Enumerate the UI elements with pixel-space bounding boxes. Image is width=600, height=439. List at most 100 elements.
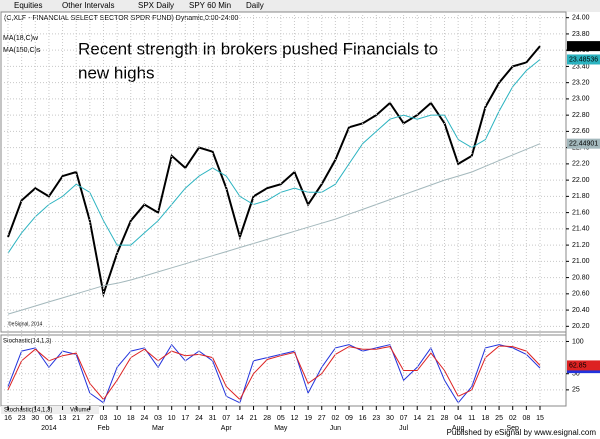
x-tick-label: 10 <box>168 415 176 422</box>
x-month-label: Feb <box>97 425 109 432</box>
x-tick-label: 27 <box>86 415 94 422</box>
x-tick-label: 11 <box>468 415 475 422</box>
y-tick-label: 50 <box>572 371 580 378</box>
series-line <box>7 45 541 298</box>
watermark: ©eSignal, 2014 <box>8 320 42 327</box>
stoch-panel <box>0 334 567 407</box>
last-value-label: 22.44901 <box>569 140 598 147</box>
annotation: Recent strength in brokers pushed Financ… <box>78 39 438 58</box>
series-line <box>7 343 541 404</box>
x-month-label: Jul <box>399 425 408 432</box>
toolbar-tabs: Equities Other Intervals SPX Daily SPY 6… <box>14 1 264 10</box>
x-tick-label: 28 <box>441 415 449 422</box>
x-month-label: Aug <box>452 425 465 432</box>
y-tick-label: 23.00 <box>572 96 590 103</box>
x-month-label: 2014 <box>41 425 57 432</box>
price-panel <box>0 11 567 333</box>
y-tick-label: 23.80 <box>572 31 590 38</box>
y-tick-label: 25 <box>572 387 580 394</box>
x-tick-label: 14 <box>236 415 244 422</box>
toolbar-tab[interactable]: SPX Daily <box>138 1 174 10</box>
x-tick-label: 07 <box>222 415 230 422</box>
y-tick-label: 100 <box>572 338 584 345</box>
x-month-label: Apr <box>221 425 233 432</box>
x-tick-label: 28 <box>263 415 271 422</box>
y-tick-label: 22.80 <box>572 112 590 119</box>
last-value-box <box>567 138 600 149</box>
x-tick-label: 18 <box>482 415 490 422</box>
toolbar-tab[interactable]: SPY 60 Min <box>189 1 231 10</box>
y-tick-label: 22.60 <box>572 128 590 135</box>
last-value-label: 23.48536 <box>569 56 598 63</box>
last-value-label: 62.85 <box>569 362 587 369</box>
x-tick-label: 12 <box>291 415 299 422</box>
x-tick-label: 04 <box>454 415 462 422</box>
x-tick-label: 03 <box>100 415 108 422</box>
toolbar-tab[interactable]: Daily <box>246 1 264 10</box>
x-tick-label: 02 <box>331 415 339 422</box>
bottom-tabs <box>1 406 99 414</box>
last-value-label: 23.65 <box>569 43 587 50</box>
x-tick-label: 02 <box>509 415 517 422</box>
bottom-tab[interactable]: Volume <box>70 408 91 414</box>
x-tick-label: 16 <box>4 415 12 422</box>
x-tick-label: 06 <box>45 415 53 422</box>
legend-entry: MA(150,C)s <box>3 47 41 54</box>
y-tick-label: 21.20 <box>572 242 590 249</box>
x-tick-label: 24 <box>195 415 203 422</box>
x-tick-label: 21 <box>72 415 80 422</box>
y-tick-label: 22.20 <box>572 161 590 168</box>
y-tick-label: 22.00 <box>572 177 590 184</box>
x-month-label: Jun <box>330 425 341 432</box>
x-tick-label: 07 <box>400 415 408 422</box>
x-tick-label: 30 <box>386 415 394 422</box>
x-tick-label: 03 <box>154 415 162 422</box>
last-value-box <box>567 41 600 52</box>
toolbar-tab[interactable]: Equities <box>14 1 42 10</box>
x-tick-label: 24 <box>141 415 149 422</box>
footer: Published by eSignal by www.esignal.com <box>447 428 597 437</box>
x-tick-label: 21 <box>427 415 435 422</box>
last-value-box <box>567 360 600 371</box>
y-tick-label: 21.00 <box>572 258 590 265</box>
toolbar-tab[interactable]: Other Intervals <box>62 1 114 10</box>
y-tick-label: 23.20 <box>572 80 590 87</box>
legend-entry: MA(18,C)w <box>3 35 39 42</box>
x-month-label: May <box>274 425 288 432</box>
x-month-label: Mar <box>152 425 165 432</box>
y-tick-label: 20.80 <box>572 274 590 281</box>
x-tick-label: 05 <box>277 415 285 422</box>
x-tick-label: 21 <box>250 415 258 422</box>
x-tick-label: 30 <box>31 415 39 422</box>
y-tick-label: 20.60 <box>572 291 590 298</box>
x-tick-label: 31 <box>209 415 217 422</box>
chart-header: (C,XLF - FINANCIAL SELECT SECTOR SPDR FU… <box>4 15 239 22</box>
y-tick-label: 21.80 <box>572 193 590 200</box>
bottom-tab[interactable]: Stochastic(14,1,3) <box>4 408 52 414</box>
y-tick-label: 21.40 <box>572 226 590 233</box>
y-tick-label: 20.20 <box>572 323 590 330</box>
x-tick-label: 23 <box>372 415 380 422</box>
x-tick-label: 13 <box>59 415 67 422</box>
series-line <box>7 59 541 254</box>
x-tick-label: 23 <box>18 415 26 422</box>
x-tick-label: 09 <box>345 415 353 422</box>
x-tick-label: 14 <box>413 415 421 422</box>
x-tick-label: 18 <box>127 415 135 422</box>
series-line <box>7 345 541 401</box>
y-tick-label: 24.00 <box>572 15 590 22</box>
x-tick-label: 16 <box>359 415 367 422</box>
x-tick-label: 15 <box>536 415 544 422</box>
x-tick-label: 10 <box>113 415 121 422</box>
x-tick-label: 25 <box>495 415 503 422</box>
last-value-box <box>567 54 600 65</box>
x-month-label: Sep <box>506 425 519 432</box>
toolbar <box>0 0 600 12</box>
x-tick-label: 08 <box>522 415 530 422</box>
panel-label: Stochastic(14,1,3) <box>3 339 51 345</box>
x-tick-label: 19 <box>304 415 312 422</box>
series-line <box>7 143 541 315</box>
x-tick-label: 27 <box>318 415 326 422</box>
